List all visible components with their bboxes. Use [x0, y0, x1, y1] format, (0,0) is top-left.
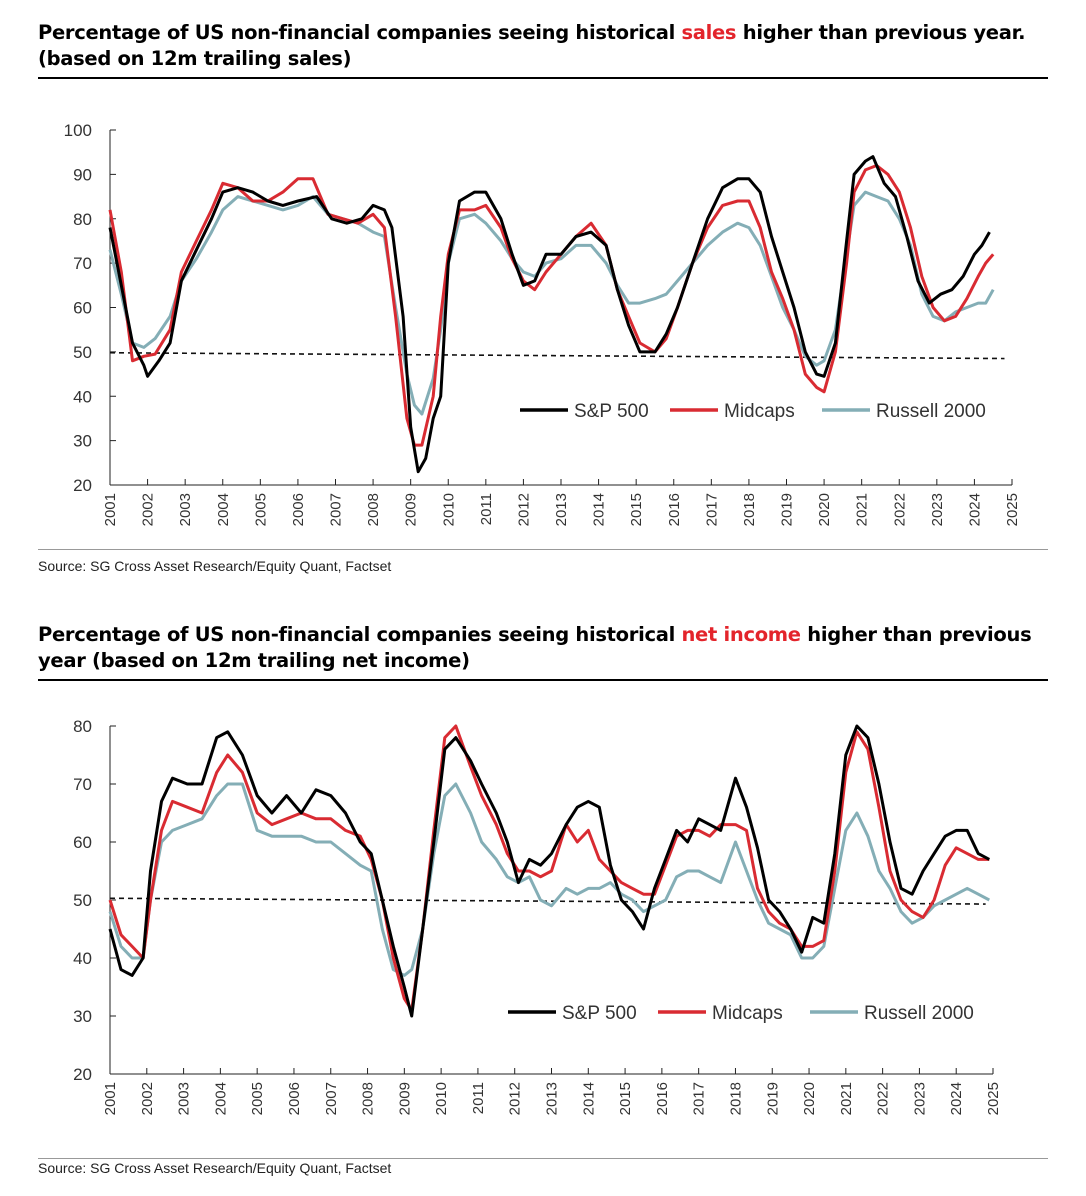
y-tick-label: 70	[73, 775, 92, 794]
x-tick-label: 2010	[440, 493, 457, 526]
x-tick-label: 2023	[929, 493, 946, 526]
sales-line-chart: 20 30 40 50 60 70 80 90 100 2001 2002 2003 2004 2005 2…	[64, 121, 1021, 526]
x-tick-label: 2008	[360, 1082, 377, 1115]
net-income-line-chart: 20 30 40 50 60 70 80 2001 2002 2003 2004 2005 2006 20…	[73, 717, 1002, 1115]
x-tick-label: 2016	[654, 1082, 671, 1115]
x-tick-label: 2023	[911, 1082, 928, 1115]
source-rule	[38, 1158, 1048, 1159]
y-tick-label: 40	[73, 387, 92, 406]
reference-line-50	[109, 897, 986, 905]
x-tick-label: 2012	[515, 493, 532, 526]
x-tick-label: 2010	[433, 1082, 450, 1115]
series-line-midcaps	[108, 164, 995, 447]
title-rule	[38, 77, 1048, 79]
x-tick-label: 2016	[666, 493, 683, 526]
x-tick-label: 2008	[365, 493, 382, 526]
x-tick-label: 2004	[215, 493, 232, 526]
x-tick-label: 2018	[741, 493, 758, 526]
x-tick-label: 2013	[544, 1082, 561, 1115]
x-tick-label: 2011	[470, 1082, 487, 1114]
x-tick-label: 2013	[553, 493, 570, 526]
x-tick-label: 2007	[323, 1082, 340, 1115]
x-tick-label: 2022	[891, 493, 908, 526]
y-tick-label: 20	[73, 476, 92, 495]
x-tick-label: 2005	[252, 493, 269, 526]
x-tick-label: 2003	[177, 493, 194, 526]
legend-label-s-p-500: S&P 500	[574, 401, 649, 422]
x-tick-label: 2002	[139, 1082, 156, 1115]
x-tick-label: 2014	[580, 1082, 597, 1115]
x-tick-label: 2005	[249, 1082, 266, 1115]
chart-title: Percentage of US non-financial companies…	[38, 21, 1026, 70]
x-tick-label: 2007	[328, 493, 345, 526]
y-tick-label: 60	[73, 833, 92, 852]
chart-panel-sales: Percentage of US non-financial companies…	[0, 0, 1086, 590]
x-tick-label: 2009	[396, 1082, 413, 1115]
x-tick-label: 2001	[102, 493, 119, 526]
chart-source: Source: SG Cross Asset Research/Equity Q…	[38, 1160, 392, 1176]
x-tick-label: 2001	[102, 1082, 119, 1115]
x-tick-label: 2025	[985, 1082, 1002, 1115]
y-tick-label: 90	[73, 165, 92, 184]
x-tick-label: 2012	[507, 1082, 524, 1115]
x-tick-label: 2021	[838, 1082, 855, 1115]
x-tick-label: 2002	[140, 493, 157, 526]
chart-title: Percentage of US non-financial companies…	[38, 623, 1032, 672]
x-tick-label: 2004	[212, 1082, 229, 1115]
x-tick-label: 2024	[966, 493, 983, 526]
chart-source: Source: SG Cross Asset Research/Equity Q…	[38, 558, 392, 574]
reference-line-50	[109, 351, 1005, 360]
x-tick-label: 2025	[1004, 493, 1021, 526]
x-tick-label: 2017	[703, 493, 720, 526]
legend-label-russell-2000: Russell 2000	[876, 401, 986, 422]
series-line-russell-2000	[108, 782, 990, 977]
legend-label-russell-2000: Russell 2000	[864, 1003, 974, 1024]
x-tick-label: 2019	[764, 1082, 781, 1115]
y-tick-label: 50	[73, 891, 92, 910]
y-tick-label: 40	[73, 949, 92, 968]
y-tick-label: 80	[73, 717, 92, 736]
x-tick-label: 2011	[478, 493, 495, 525]
x-tick-label: 2006	[286, 1082, 303, 1115]
x-tick-label: 2024	[948, 1082, 965, 1115]
source-rule	[38, 549, 1048, 550]
y-tick-label: 30	[73, 1007, 92, 1026]
y-tick-label: 30	[73, 432, 92, 451]
x-tick-label: 2014	[591, 493, 608, 526]
x-tick-label: 2017	[691, 1082, 708, 1115]
x-tick-label: 2015	[617, 1082, 634, 1115]
x-tick-label: 2020	[816, 493, 833, 526]
y-tick-label: 20	[73, 1065, 92, 1084]
x-tick-label: 2009	[403, 493, 420, 526]
chart-panel-net-income: Percentage of US non-financial companies…	[0, 600, 1086, 1196]
series-line-midcaps	[108, 724, 990, 1012]
x-tick-label: 2022	[875, 1082, 892, 1115]
y-tick-label: 60	[73, 299, 92, 318]
series-line-russell-2000	[108, 190, 995, 416]
y-tick-label: 70	[73, 254, 92, 273]
x-tick-label: 2021	[854, 493, 871, 526]
legend-label-midcaps: Midcaps	[724, 401, 795, 422]
title-rule	[38, 679, 1048, 681]
legend-label-midcaps: Midcaps	[712, 1003, 783, 1024]
y-tick-label: 80	[73, 210, 92, 229]
x-tick-label: 2018	[727, 1082, 744, 1115]
y-tick-label: 100	[64, 121, 92, 140]
series-line-s-p-500	[108, 155, 991, 474]
x-tick-label: 2019	[779, 493, 796, 526]
series-line-s-p-500	[108, 724, 990, 1018]
legend-label-s-p-500: S&P 500	[562, 1003, 637, 1024]
x-tick-label: 2020	[801, 1082, 818, 1115]
y-tick-label: 50	[73, 343, 92, 362]
x-tick-label: 2006	[290, 493, 307, 526]
x-tick-label: 2015	[628, 493, 645, 526]
x-tick-label: 2003	[176, 1082, 193, 1115]
